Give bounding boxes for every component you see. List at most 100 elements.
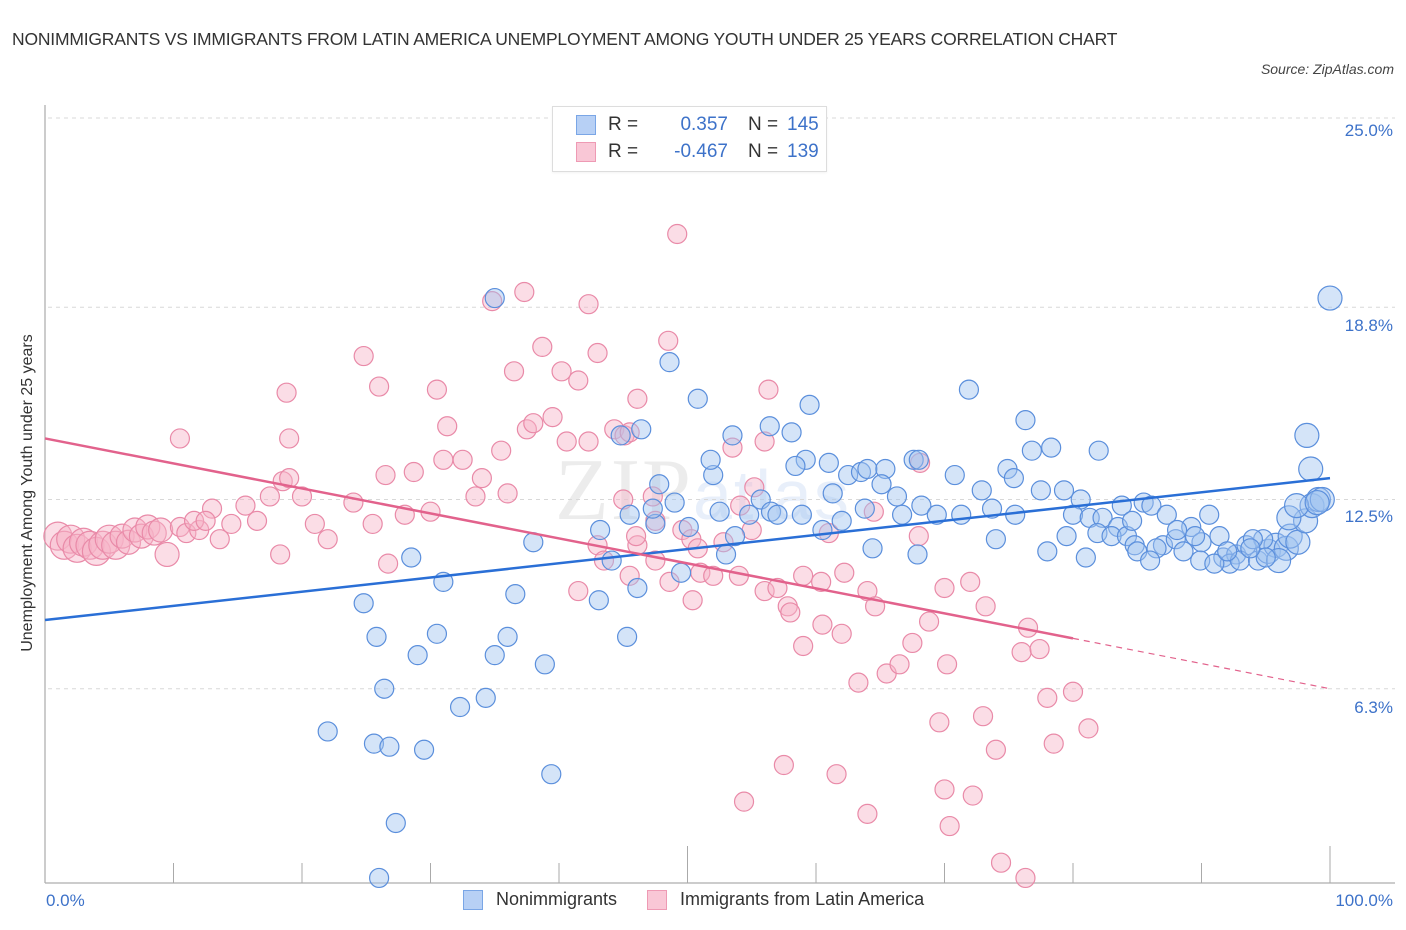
series-legend: Nonimmigrants Immigrants from Latin Amer… — [463, 889, 954, 910]
immigrants-point — [452, 449, 473, 470]
immigrants-point — [773, 754, 794, 776]
immigrants-point — [990, 852, 1012, 873]
nonimmigrants-point — [670, 562, 692, 583]
nonimmigrants-trend-line — [44, 476, 1331, 622]
immigrants-point — [908, 526, 929, 547]
nonimmigrants-point — [1184, 526, 1206, 547]
nonimmigrants-point — [484, 287, 505, 309]
nonimmigrants-point — [1122, 510, 1143, 531]
immigrants-point — [279, 428, 300, 449]
immigrants-point — [667, 223, 688, 245]
y-tick-label: 6.3% — [1354, 698, 1393, 717]
immigrants-point — [246, 510, 268, 531]
nonimmigrants-point — [1240, 538, 1261, 559]
nonimmigrants-point — [944, 464, 965, 486]
nonimmigrants-point — [413, 739, 435, 760]
n-value: 145 — [787, 114, 819, 135]
nonimmigrants-point — [541, 764, 562, 785]
immigrants-point — [658, 330, 679, 351]
immigrants-point — [578, 431, 599, 452]
nonimmigrants-point — [1263, 532, 1289, 558]
legend-item-nonimmigrants[interactable]: Nonimmigrants — [463, 889, 617, 910]
nonimmigrants-point — [822, 483, 843, 504]
gridlines — [48, 117, 1395, 690]
nonimmigrants-point — [505, 584, 526, 605]
nonimmigrants-point — [871, 474, 892, 495]
nonimmigrants-point — [678, 516, 699, 538]
immigrants-point — [154, 541, 180, 568]
immigrants-point — [733, 791, 755, 812]
immigrants-point — [812, 614, 833, 635]
nonimmigrants-swatch — [576, 115, 596, 135]
nonimmigrants-point — [1030, 480, 1051, 501]
n-value: 139 — [787, 141, 819, 162]
nonimmigrants-point — [627, 577, 648, 599]
immigrants-point — [619, 565, 640, 586]
y-tick-label: 25.0% — [1344, 121, 1393, 140]
nonimmigrants-point — [891, 504, 913, 525]
immigrants-point — [403, 461, 424, 483]
nonimmigrants-point — [379, 736, 400, 757]
immigrants-point — [183, 510, 205, 531]
nonimmigrants-point — [903, 449, 924, 470]
immigrants-point — [279, 468, 300, 489]
nonimmigrants-point — [886, 486, 908, 507]
immigrants-point — [377, 553, 399, 574]
immigrants-point — [1015, 867, 1036, 889]
nonimmigrants-point — [617, 626, 638, 647]
nonimmigrants-point — [1075, 547, 1096, 568]
immigrants-point — [1037, 687, 1058, 708]
nonimmigrants-point — [907, 544, 928, 565]
immigrants-point — [169, 428, 191, 449]
nonimmigrants-point — [985, 529, 1007, 550]
immigrants-point — [857, 803, 878, 824]
immigrants-point — [568, 370, 589, 391]
nonimmigrants-point — [1053, 480, 1075, 501]
nonimmigrants-point — [875, 458, 896, 480]
immigrants-point — [362, 513, 383, 535]
legend-row-immigrants: R = -0.467 N = 139 — [576, 140, 819, 164]
nonimmigrants-point — [709, 501, 730, 522]
legend-row-nonimmigrants: R = 0.357 N = 145 — [576, 113, 819, 137]
immigrants-point — [523, 413, 544, 434]
nonimmigrants-points — [317, 285, 1343, 889]
nonimmigrants-point — [497, 626, 518, 647]
nonimmigrants-point — [908, 449, 929, 470]
immigrants-point — [551, 361, 572, 382]
immigrants-point — [259, 486, 280, 507]
legend-label: Nonimmigrants — [496, 889, 618, 909]
immigrants-point — [578, 294, 599, 315]
nonimmigrants-point — [610, 425, 631, 446]
immigrants-point — [682, 590, 703, 611]
immigrants-point — [831, 623, 852, 644]
nonimmigrants-point — [831, 510, 852, 531]
nonimmigrants-point — [795, 449, 816, 470]
legend-item-immigrants[interactable]: Immigrants from Latin America — [647, 889, 924, 910]
immigrants-point — [1043, 733, 1064, 754]
nonimmigrants-point — [588, 590, 609, 611]
immigrants-point — [542, 406, 563, 428]
immigrants-point — [141, 520, 167, 546]
nonimmigrants-point — [1003, 468, 1024, 489]
immigrants-point — [936, 654, 958, 675]
nonimmigrants-point — [854, 498, 875, 519]
immigrants-point — [826, 764, 847, 785]
immigrants-point — [148, 517, 174, 543]
immigrants-point — [353, 345, 374, 367]
nonimmigrants-point — [715, 544, 737, 565]
immigrants-point — [128, 523, 154, 549]
immigrants-point — [317, 529, 338, 550]
nonimmigrants-point — [722, 425, 743, 446]
nonimmigrants-point — [649, 474, 670, 495]
immigrants-point — [276, 382, 297, 403]
n-label: N = — [748, 114, 779, 135]
immigrants-point — [934, 577, 955, 599]
nonimmigrants-point — [317, 721, 338, 742]
immigrants-point — [491, 440, 512, 461]
nonimmigrants-point — [1265, 547, 1292, 574]
r-value: 0.357 — [680, 114, 728, 135]
nonimmigrants-point — [862, 538, 883, 559]
nonimmigrants-point — [703, 464, 724, 486]
nonimmigrants-point — [590, 519, 611, 541]
